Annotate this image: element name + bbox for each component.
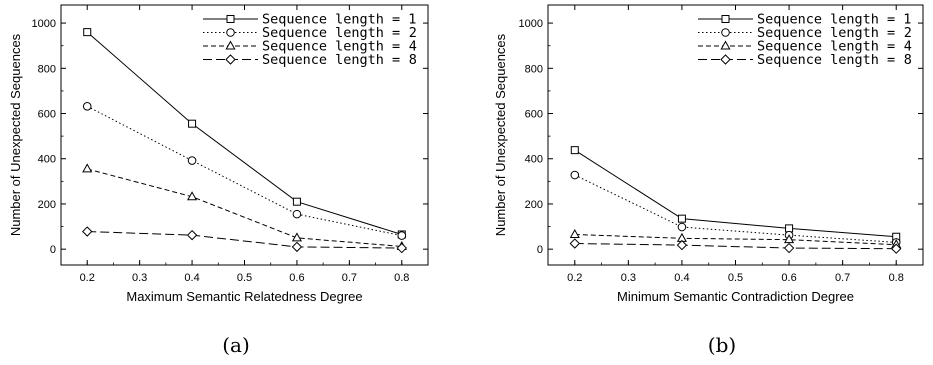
marker-square bbox=[83, 28, 92, 37]
series-line bbox=[87, 168, 402, 247]
legend-entry: 8 bbox=[904, 52, 912, 68]
x-tick-label: 0.6 bbox=[781, 272, 796, 284]
series-circle bbox=[82, 101, 407, 240]
legend-entry: Sequence length = 1 bbox=[757, 12, 911, 28]
legend-prefix: Sequence length = bbox=[262, 52, 400, 68]
series-line bbox=[574, 243, 897, 250]
marker-triangle bbox=[569, 228, 580, 238]
series-diamond bbox=[569, 238, 902, 254]
legend-prefix: Sequence length = bbox=[262, 39, 400, 55]
x-axis-label: Minimum Semantic Contradiction Degree bbox=[617, 289, 854, 304]
marker-circle bbox=[570, 170, 580, 180]
x-tick-label: 0.5 bbox=[728, 272, 743, 284]
marker-triangle bbox=[82, 163, 93, 173]
marker-triangle bbox=[720, 40, 731, 50]
marker-diamond bbox=[720, 54, 731, 65]
marker-diamond bbox=[82, 226, 93, 237]
series-line bbox=[87, 231, 402, 249]
y-tick-label: 800 bbox=[525, 63, 543, 75]
y-tick-label: 600 bbox=[525, 109, 543, 121]
series-triangle bbox=[82, 163, 407, 250]
marker-diamond bbox=[225, 54, 236, 65]
y-tick-label: 800 bbox=[38, 63, 56, 75]
marker-triangle bbox=[291, 232, 302, 242]
marker-square bbox=[677, 214, 686, 223]
series-line bbox=[574, 174, 897, 243]
x-tick-label: 0.3 bbox=[132, 272, 147, 284]
x-tick-label: 0.2 bbox=[567, 272, 582, 284]
marker-diamond bbox=[891, 243, 902, 254]
marker-circle bbox=[677, 222, 687, 232]
marker-square bbox=[292, 197, 301, 206]
x-tick-label: 0.2 bbox=[80, 272, 95, 284]
x-tick-label: 0.7 bbox=[835, 272, 850, 284]
marker-circle bbox=[397, 231, 407, 240]
y-tick-label: 0 bbox=[537, 244, 543, 256]
x-tick-label: 0.4 bbox=[674, 272, 689, 284]
marker-circle bbox=[187, 156, 197, 165]
y-tick-label: 200 bbox=[525, 199, 543, 211]
figure-caption: (b) bbox=[708, 333, 736, 357]
marker-square bbox=[721, 15, 730, 23]
x-tick-label: 0.4 bbox=[184, 272, 199, 284]
marker-triangle bbox=[225, 40, 236, 50]
marker-triangle bbox=[187, 191, 198, 201]
marker-square bbox=[188, 119, 197, 128]
legend-entry: 8 bbox=[409, 52, 417, 68]
marker-diamond bbox=[291, 241, 303, 253]
marker-circle bbox=[292, 209, 302, 219]
y-tick-label: 0 bbox=[50, 244, 56, 256]
marker-circle bbox=[226, 28, 235, 37]
chart-panel-b: 0.2 0.3 0.4 0.5 0.6 0.7 0.8 0 200 400 600 800 1000 Mi… bbox=[493, 4, 924, 357]
y-tick-label: 1000 bbox=[32, 18, 56, 30]
y-axis-label: Number of Unexpected Sequences bbox=[493, 33, 508, 236]
marker-square bbox=[785, 224, 794, 233]
marker-square bbox=[226, 15, 235, 23]
marker-diamond bbox=[186, 229, 198, 241]
marker-diamond bbox=[396, 242, 407, 254]
series-circle bbox=[570, 170, 901, 247]
y-tick-label: 400 bbox=[525, 154, 543, 166]
x-tick-label: 0.7 bbox=[342, 272, 357, 284]
legend-entry: 4 bbox=[409, 39, 417, 55]
legend-prefix: Sequence length = bbox=[262, 25, 400, 41]
legend-entry: 4 bbox=[904, 39, 912, 55]
marker-diamond bbox=[569, 238, 580, 249]
series-diamond bbox=[82, 226, 407, 254]
x-tick-label: 0.5 bbox=[237, 272, 252, 284]
marker-triangle bbox=[784, 234, 795, 244]
marker-circle bbox=[721, 28, 730, 37]
y-tick-label: 1000 bbox=[519, 18, 543, 30]
series-line bbox=[574, 149, 897, 238]
x-tick-label: 0.8 bbox=[889, 272, 904, 284]
series-line bbox=[86, 31, 402, 235]
series-triangle bbox=[569, 228, 902, 249]
y-tick-label: 400 bbox=[38, 154, 56, 166]
legend-entry: Sequence length = 1 bbox=[262, 12, 416, 28]
legend-prefix: Sequence length = bbox=[757, 25, 895, 41]
y-axis-label: Number of Unexpected Sequences bbox=[8, 33, 23, 236]
y-tick-label: 200 bbox=[38, 199, 56, 211]
marker-square bbox=[570, 146, 579, 155]
series-square bbox=[570, 146, 901, 241]
marker-diamond bbox=[676, 239, 688, 251]
legend-entry: 2 bbox=[904, 25, 912, 41]
marker-circle bbox=[82, 101, 92, 111]
x-tick-label: 0.3 bbox=[621, 272, 636, 284]
x-tick-label: 0.6 bbox=[289, 272, 304, 284]
x-tick-label: 0.8 bbox=[394, 272, 409, 284]
chart-panel-a: 0.2 0.3 0.4 0.5 0.6 0.7 0.8 0 200 400 600 800 1000 Ma… bbox=[8, 4, 429, 357]
legend-prefix: Sequence length = bbox=[757, 39, 895, 55]
series-line bbox=[86, 105, 402, 237]
figure-caption: (a) bbox=[222, 333, 250, 357]
legend-prefix: Sequence length = bbox=[757, 52, 895, 68]
legend-entry: 2 bbox=[409, 25, 417, 41]
series-line bbox=[574, 233, 897, 246]
marker-diamond bbox=[783, 242, 795, 254]
y-tick-label: 600 bbox=[38, 109, 56, 121]
x-axis-label: Maximum Semantic Relatedness Degree bbox=[126, 289, 362, 304]
